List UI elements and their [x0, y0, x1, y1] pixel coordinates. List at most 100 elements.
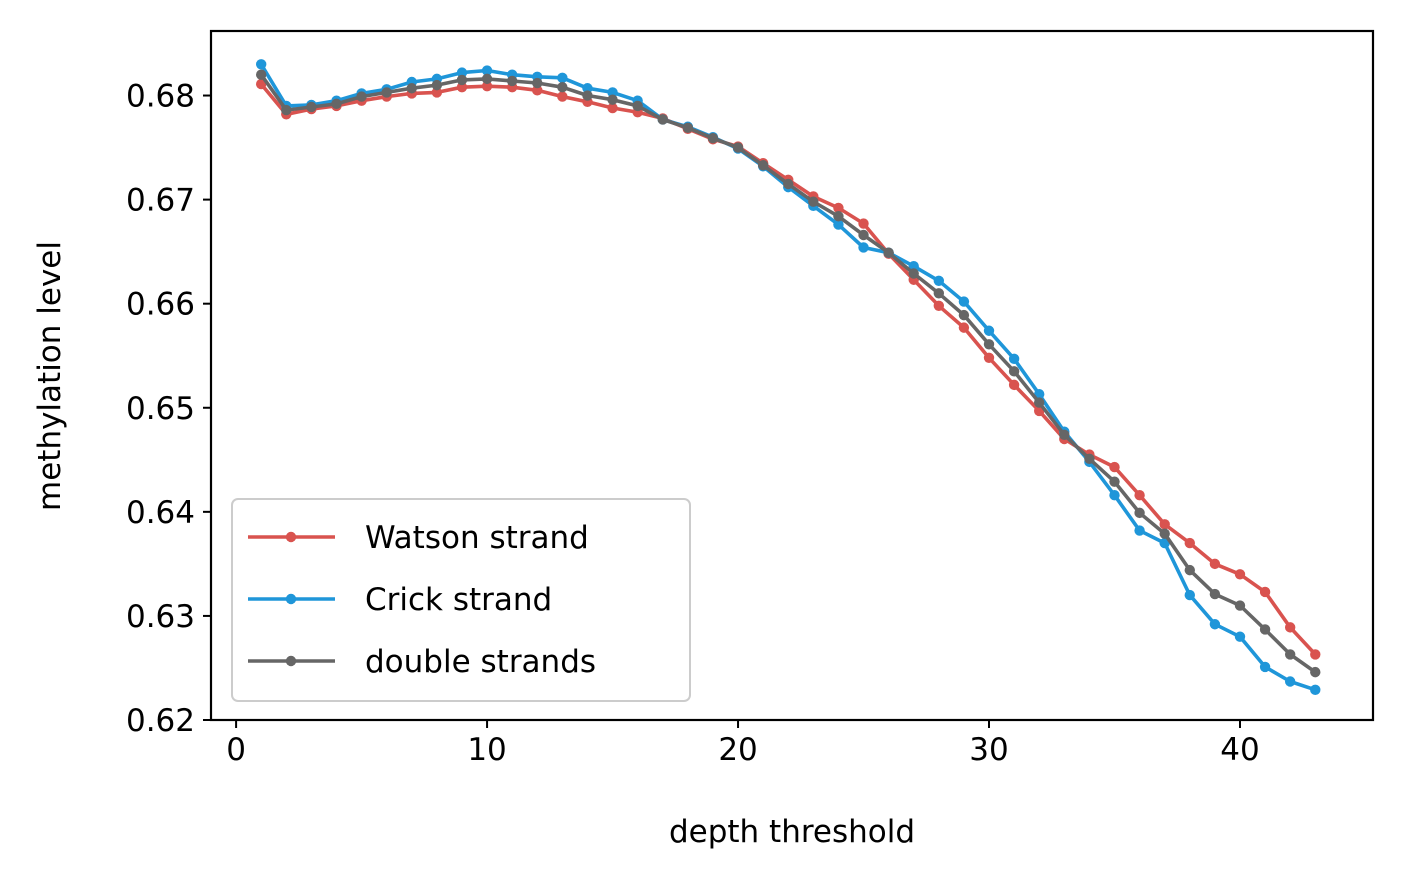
data-point-watson-strand: [1310, 649, 1321, 660]
data-point-double-strands: [557, 82, 568, 93]
data-point-double-strands: [1259, 624, 1271, 635]
data-point-double-strands: [757, 160, 769, 171]
data-point-double-strands: [933, 288, 945, 299]
data-point-double-strands: [1159, 528, 1170, 539]
y-tick-label: 0.63: [126, 599, 195, 635]
data-point-watson-strand: [532, 85, 543, 96]
data-point-watson-strand: [1134, 489, 1145, 501]
data-point-double-strands: [381, 87, 392, 98]
data-point-crick-strand: [908, 261, 919, 272]
data-point-double-strands: [1234, 600, 1246, 611]
data-point-double-strands: [1184, 564, 1195, 576]
data-point-double-strands: [1209, 588, 1221, 600]
x-axis-label: depth threshold: [669, 814, 915, 850]
data-point-double-strands: [958, 309, 970, 321]
data-point-double-strands: [632, 100, 643, 112]
y-axis-label: methylation level: [32, 241, 68, 511]
data-point-double-strands: [331, 98, 342, 110]
data-point-double-strands: [657, 114, 668, 125]
legend-label-watson-strand: Watson strand: [365, 520, 589, 556]
data-point-watson-strand: [481, 80, 493, 92]
data-point-crick-strand: [1259, 661, 1271, 673]
y-tick-label: 0.67: [126, 183, 195, 219]
data-point-double-strands: [532, 77, 543, 89]
data-point-double-strands: [356, 91, 367, 102]
data-point-crick-strand: [958, 296, 970, 307]
data-point-double-strands: [1059, 429, 1070, 441]
data-point-double-strands: [506, 75, 518, 87]
x-tick-label: 10: [467, 732, 506, 768]
data-point-crick-strand: [1234, 631, 1246, 642]
data-point-watson-strand: [1109, 461, 1120, 473]
data-point-double-strands: [456, 74, 468, 86]
data-point-watson-strand: [456, 82, 468, 93]
y-tick-label: 0.65: [126, 391, 195, 427]
data-point-crick-strand: [456, 67, 468, 78]
data-point-double-strands: [883, 247, 894, 258]
data-point-crick-strand: [1310, 684, 1321, 696]
data-point-double-strands: [481, 73, 493, 85]
data-point-double-strands: [1084, 453, 1095, 464]
data-point-double-strands: [908, 268, 919, 279]
data-point-double-strands: [682, 122, 694, 133]
data-point-double-strands: [1310, 666, 1321, 678]
legend-marker-crick-strand: [285, 593, 297, 605]
data-point-crick-strand: [1284, 676, 1296, 687]
data-point-watson-strand: [983, 352, 995, 364]
x-tick-label: 40: [1220, 732, 1259, 768]
legend-label-double-strands: double strands: [365, 644, 596, 680]
y-tick-label: 0.66: [126, 287, 195, 323]
x-tick-label: 20: [718, 732, 757, 768]
data-point-double-strands: [1008, 366, 1020, 377]
data-point-double-strands: [707, 133, 719, 144]
data-point-double-strands: [833, 211, 844, 222]
data-point-double-strands: [607, 94, 618, 105]
data-point-crick-strand: [833, 219, 844, 230]
data-point-double-strands: [1109, 476, 1120, 487]
data-point-double-strands: [255, 69, 267, 80]
y-tick-label: 0.62: [126, 703, 195, 739]
data-point-double-strands: [783, 178, 794, 190]
legend-marker-double-strands: [285, 655, 297, 667]
data-point-watson-strand: [1259, 586, 1271, 598]
data-point-watson-strand: [1234, 569, 1246, 580]
data-point-double-strands: [431, 79, 443, 91]
data-point-watson-strand: [858, 218, 869, 229]
data-point-double-strands: [1284, 649, 1296, 660]
data-point-crick-strand: [255, 59, 267, 70]
data-point-crick-strand: [582, 83, 593, 94]
data-point-crick-strand: [557, 72, 568, 84]
data-point-double-strands: [306, 101, 317, 113]
plot-area-frame: [209, 29, 1375, 722]
data-point-watson-strand: [833, 202, 844, 214]
data-point-watson-strand: [1159, 519, 1170, 530]
legend-label-crick-strand: Crick strand: [365, 582, 552, 618]
y-tick-label: 0.64: [126, 495, 195, 531]
x-tick-label: 30: [969, 732, 1008, 768]
x-axis: 0 10 20 30 40: [226, 720, 1260, 768]
data-point-double-strands: [406, 83, 417, 94]
data-point-watson-strand: [958, 322, 970, 333]
data-point-watson-strand: [557, 91, 568, 102]
data-point-watson-strand: [607, 102, 618, 114]
data-point-double-strands: [582, 90, 593, 101]
data-point-double-strands: [858, 229, 869, 241]
data-point-crick-strand: [1184, 589, 1195, 601]
data-point-crick-strand: [1008, 353, 1020, 365]
data-point-crick-strand: [1109, 489, 1120, 501]
legend-marker-watson-strand: [285, 531, 297, 543]
y-tick-label: 0.68: [126, 79, 195, 115]
data-point-crick-strand: [983, 325, 995, 336]
data-point-double-strands: [983, 339, 995, 350]
data-point-watson-strand: [431, 87, 443, 98]
data-point-watson-strand: [255, 78, 267, 90]
data-point-watson-strand: [933, 300, 945, 311]
data-point-watson-strand: [1284, 622, 1296, 633]
data-point-double-strands: [281, 104, 292, 116]
legend: Watson strand Crick strand double strands: [231, 498, 691, 702]
data-point-watson-strand: [1209, 558, 1221, 570]
data-point-double-strands: [1134, 507, 1145, 519]
series-layer: [255, 59, 1321, 696]
